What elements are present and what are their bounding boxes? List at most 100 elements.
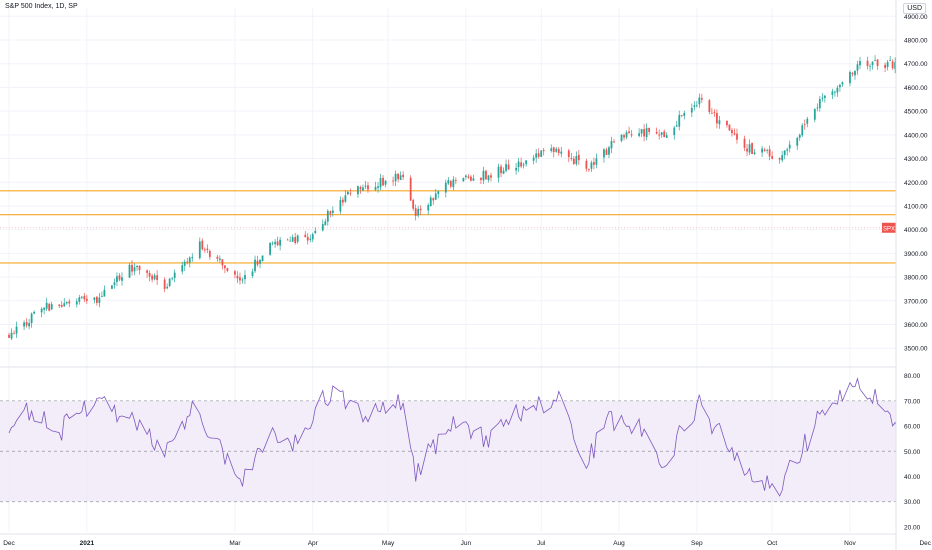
candle-body bbox=[45, 302, 48, 309]
candle-body bbox=[585, 160, 588, 169]
candle-body bbox=[417, 208, 420, 216]
candle-body bbox=[412, 199, 415, 209]
candle-body bbox=[256, 260, 259, 265]
candle-body bbox=[648, 127, 651, 132]
candle-body bbox=[28, 323, 31, 327]
candle-body bbox=[116, 276, 118, 283]
candle-body bbox=[239, 277, 241, 281]
candle-body bbox=[823, 95, 826, 98]
candle-body bbox=[464, 175, 467, 178]
currency-label[interactable]: USD bbox=[903, 3, 926, 14]
candle-body bbox=[623, 135, 625, 138]
candle-body bbox=[444, 182, 447, 193]
candle-body bbox=[131, 264, 133, 272]
candle-body bbox=[274, 241, 277, 245]
x-tick-label: Aug bbox=[613, 540, 625, 547]
candle-body bbox=[570, 158, 573, 159]
candle-body bbox=[593, 162, 595, 165]
time-axis[interactable]: Dec2021MarAprMayJunJulAugSepOctNovDec202… bbox=[0, 533, 932, 547]
candle-body bbox=[347, 191, 349, 195]
price-axis[interactable]: 3500.00 3600.00 3700.00 3800.00 3900.00 4000.… bbox=[895, 0, 932, 550]
candle-body bbox=[746, 148, 748, 152]
candle-body bbox=[382, 177, 384, 186]
candle-body bbox=[399, 175, 402, 180]
candle-body bbox=[874, 60, 876, 61]
candle-body bbox=[851, 72, 854, 75]
candle-body bbox=[221, 259, 224, 266]
candle-body bbox=[314, 230, 317, 233]
candle-body bbox=[640, 129, 643, 134]
candle-body bbox=[153, 275, 156, 280]
candle-body bbox=[869, 66, 871, 67]
candle-body bbox=[23, 322, 25, 327]
y-tick-label: 4600.00 bbox=[904, 85, 928, 92]
candle-body bbox=[643, 129, 646, 137]
candle-body bbox=[101, 296, 103, 297]
symbol-label: SPX bbox=[883, 226, 895, 232]
candle-body bbox=[341, 199, 344, 203]
candle-body bbox=[871, 61, 874, 66]
candle-body bbox=[470, 176, 472, 181]
candle-body bbox=[472, 178, 475, 181]
rsi-tick-label: 30.00 bbox=[904, 499, 921, 506]
candle-body bbox=[93, 297, 96, 300]
candle-body bbox=[535, 153, 538, 158]
candle-body bbox=[841, 82, 844, 85]
candle-body bbox=[296, 235, 299, 242]
candle-body bbox=[806, 118, 809, 124]
candle-body bbox=[567, 150, 570, 158]
candle-body bbox=[693, 105, 696, 107]
candle-body bbox=[289, 240, 292, 242]
candle-body bbox=[148, 272, 151, 277]
candle-body bbox=[655, 131, 658, 134]
candle-body bbox=[675, 125, 678, 127]
candle-body bbox=[522, 164, 525, 166]
candle-body bbox=[836, 87, 839, 93]
candle-body bbox=[550, 148, 553, 151]
candle-body bbox=[520, 162, 523, 167]
candlestick-series bbox=[8, 55, 932, 341]
candle-body bbox=[309, 238, 312, 240]
y-tick-label: 3900.00 bbox=[904, 251, 928, 258]
candle-body bbox=[419, 208, 422, 211]
candle-body bbox=[638, 133, 640, 136]
rsi-axis[interactable]: 20.00 30.00 40.00 50.00 60.00 70.00 80.00 bbox=[904, 373, 921, 531]
candle-body bbox=[95, 296, 98, 303]
candle-body bbox=[364, 185, 367, 187]
candle-body bbox=[487, 175, 490, 181]
candle-body bbox=[768, 149, 771, 157]
x-tick-label: Dec bbox=[3, 540, 15, 547]
x-tick-label: Oct bbox=[767, 540, 777, 547]
candle-body bbox=[608, 147, 610, 155]
candle-body bbox=[83, 295, 86, 300]
candle-body bbox=[525, 160, 528, 165]
candle-body bbox=[13, 333, 15, 335]
candle-body bbox=[377, 186, 379, 188]
candle-body bbox=[168, 278, 171, 286]
candle-body bbox=[803, 124, 806, 126]
candle-body bbox=[813, 108, 816, 120]
candle-body bbox=[894, 62, 897, 69]
candle-body bbox=[397, 173, 400, 180]
candle-body bbox=[502, 170, 505, 174]
candle-body bbox=[121, 277, 123, 281]
candle-body bbox=[781, 155, 784, 161]
candle-body bbox=[286, 239, 289, 241]
y-tick-label: 4300.00 bbox=[904, 156, 928, 163]
candle-body bbox=[226, 268, 229, 271]
candle-body bbox=[118, 275, 121, 280]
candle-body bbox=[839, 84, 841, 88]
candle-body bbox=[761, 148, 763, 153]
candle-body bbox=[306, 236, 309, 241]
candle-body bbox=[362, 187, 364, 191]
candle-body bbox=[156, 275, 159, 280]
candle-body bbox=[40, 308, 43, 313]
candle-body bbox=[658, 134, 661, 136]
candle-body bbox=[555, 148, 558, 152]
candle-body bbox=[427, 205, 430, 211]
candle-body bbox=[344, 195, 347, 202]
candle-body bbox=[743, 138, 746, 148]
y-tick-label: 4200.00 bbox=[904, 180, 928, 187]
candle-body bbox=[111, 285, 113, 289]
